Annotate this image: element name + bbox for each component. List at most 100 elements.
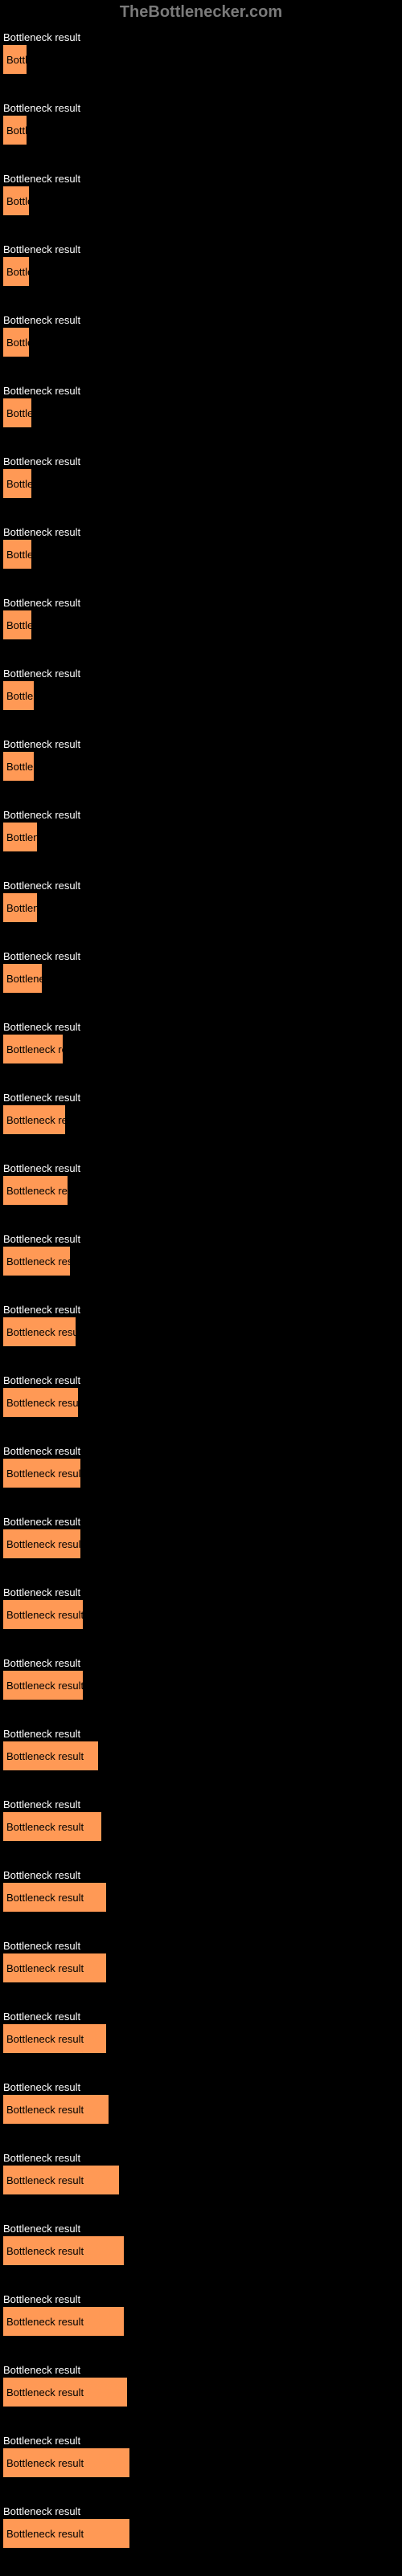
bar-track: Bottleneck result24 (3, 1105, 399, 1134)
bar-row: Bottleneck result Bottleneck result10 (3, 243, 399, 288)
bar-fill: Bottleneck result (3, 1176, 68, 1205)
bar-value: 10 (29, 328, 43, 357)
bar-row: Bottleneck resultBottleneck result9 (3, 31, 399, 76)
bar-value: 12 (34, 752, 48, 781)
bar-row: Bottleneck resultBottleneck result10 (3, 314, 399, 359)
bar-value: 24 (65, 1105, 80, 1134)
bar-label: Bottleneck result (3, 880, 399, 892)
bar-value: 12 (34, 681, 48, 710)
bar-label: Bottleneck result (3, 2011, 399, 2023)
bar-value: 9 (27, 45, 35, 74)
bar-row: Bottleneck resultBottleneck result11 (3, 455, 399, 500)
bar-label: Bottleneck result (3, 1940, 399, 1952)
bar-label: Bottleneck result (3, 385, 399, 397)
bottleneck-bar-chart: Bottleneck resultBottleneck result9Bottl… (0, 31, 402, 2550)
bar-row: Bottleneck resultBottleneck result31 (3, 1657, 399, 1702)
bar-row: Bottleneck resultBottleneck result11 (3, 597, 399, 642)
bar-track: Bottleneck result31 (3, 1600, 399, 1629)
bar-row: Bottleneck resultBottleneck result11 (3, 526, 399, 571)
bar-row: Bottleneck resultBottleneck result23 (3, 1021, 399, 1066)
bar-value: 9 (27, 116, 35, 145)
bar-value: 29 (78, 1388, 92, 1417)
bar-inside-label: Bottleneck result (3, 1962, 84, 1974)
bar-value: 40 (106, 2024, 121, 2053)
bar-fill: Bottleneck result (3, 1105, 65, 1134)
bar-label: Bottleneck result (3, 738, 399, 750)
bar-fill: Bottleneck result (3, 1529, 80, 1558)
bar-fill: Bottleneck result (3, 45, 27, 74)
bar-row: Bottleneck resultBottleneck result38 (3, 1798, 399, 1843)
bar-track: Bottleneck result 40 (3, 2024, 399, 2053)
bar-value: 25 (68, 1176, 82, 1205)
bar-fill: Bottleneck result (3, 893, 37, 922)
bar-label: Bottleneck result (3, 950, 399, 962)
bar-label: Bottleneck result (3, 1162, 399, 1174)
bar-label: Bottleneck result (3, 31, 399, 43)
bar-track: Bottleneck result23 (3, 1035, 399, 1063)
bar-fill: Bottleneck result (3, 1812, 101, 1841)
bar-label: Bottleneck result (3, 1586, 399, 1598)
bar-track: Bottleneck result28 (3, 1317, 399, 1346)
bar-fill: Bottleneck result (3, 1247, 70, 1276)
bar-label: Bottleneck result (3, 2293, 399, 2305)
bar-inside-label: Bottleneck result (3, 2528, 84, 2540)
bar-value: 13 (37, 823, 51, 851)
bar-track: Bottleneck result11 (3, 610, 399, 639)
bar-row: Bottleneck resultBottleneck result40 (3, 2011, 399, 2055)
bar-fill: Bottleneck result (3, 1459, 80, 1488)
bar-row: Bottleneck resultBottleneck result11 (3, 385, 399, 430)
bar-fill: Bottleneck result (3, 1388, 78, 1417)
bar-inside-label: Bottleneck result (3, 1397, 84, 1409)
bar-fill: Bottleneck result (3, 823, 37, 851)
bar-row: Bottleneck resultBottleneck result37 (3, 1728, 399, 1773)
bar-row: Bottleneck resultBottleneck result15 (3, 950, 399, 995)
bar-fill: Bottleneck result (3, 2236, 124, 2265)
bar-fill: Bottleneck result (3, 1035, 63, 1063)
bar-row: Bottleneck resultBottleneck result28 (3, 1304, 399, 1349)
bar-inside-label: Bottleneck result (3, 54, 84, 66)
bar-row: Bottleneck resultBottleneck result31 (3, 1586, 399, 1631)
bar-label: Bottleneck result (3, 1233, 399, 1245)
bar-inside-label: Bottleneck result (3, 1821, 84, 1833)
bar-value: 49 (129, 2519, 144, 2548)
bar-track: Bottleneck result47 (3, 2236, 399, 2265)
bar-label: Bottleneck result (3, 1516, 399, 1528)
bar-track: Bottleneck result10 (3, 257, 399, 286)
bar-track: Bottleneck result49 (3, 2448, 399, 2477)
bar-fill: Bottleneck result (3, 540, 31, 569)
bar-row: Bottleneck resultBottleneck result12 (3, 667, 399, 712)
bar-track: Bottleneck result47 (3, 2307, 399, 2336)
bar-inside-label: Bottleneck result (3, 1326, 84, 1338)
bar-value: 11 (31, 540, 46, 569)
bar-label: Bottleneck result (3, 2223, 399, 2235)
bar-value: 40 (106, 1953, 121, 1982)
page-title: TheBottlenecker.com (0, 3, 402, 22)
bar-inside-label: Bottleneck result (3, 1538, 84, 1550)
bar-row: Bottleneck resultBottleneck result49 (3, 2435, 399, 2480)
bar-fill: Bottleneck result (3, 1953, 106, 1982)
bar-inside-label: Bottleneck result (3, 1609, 84, 1621)
bar-inside-label: Bottleneck result (3, 2033, 84, 2045)
bar-fill: Bottleneck result (3, 1600, 83, 1629)
bar-track: Bottleneck result30 (3, 1529, 399, 1558)
bar-value: 47 (124, 2307, 138, 2336)
bar-value: 47 (124, 2236, 138, 2265)
bar-track: Bottleneck result 49 (3, 2519, 399, 2548)
bar-value: 28 (76, 1317, 90, 1346)
bar-row: Bottleneck resultBottleneck result 49 (3, 2505, 399, 2550)
bar-track: Bottleneck result12 (3, 752, 399, 781)
bar-label: Bottleneck result (3, 243, 399, 255)
bar-value: 49 (129, 2448, 144, 2477)
bar-value: 41 (109, 2095, 123, 2124)
bar-fill: Bottleneck result (3, 610, 31, 639)
bar-inside-label: Bottleneck result (3, 1892, 84, 1904)
bar-fill: Bottleneck result (3, 964, 42, 993)
bar-label: Bottleneck result (3, 2081, 399, 2093)
bar-track: Bottleneck result11 (3, 540, 399, 569)
bar-fill: Bottleneck result (3, 186, 29, 215)
bar-track: Bottleneck result26 (3, 1247, 399, 1276)
bar-track: Bottleneck result10 (3, 186, 399, 215)
bar-label: Bottleneck result (3, 2435, 399, 2447)
bar-fill: Bottleneck result (3, 1741, 98, 1770)
bar-track: Bottleneck result9 (3, 116, 399, 145)
